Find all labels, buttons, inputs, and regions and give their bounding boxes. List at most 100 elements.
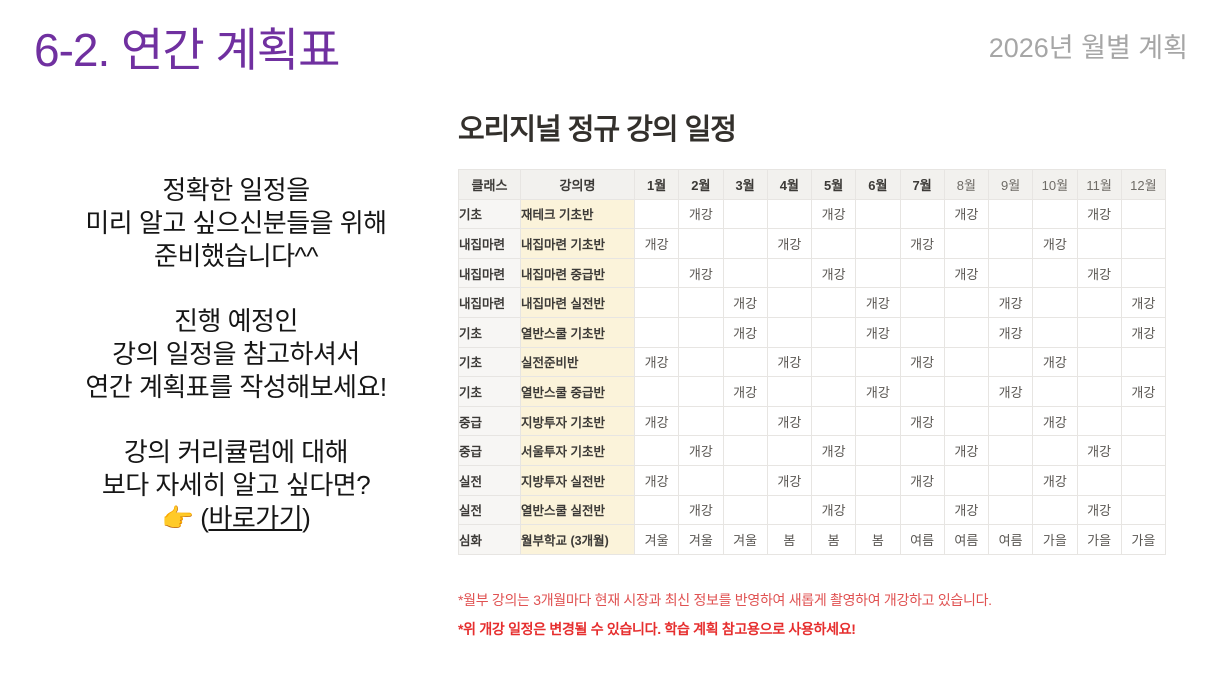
month-cell [810, 464, 857, 496]
month-cell [943, 405, 990, 437]
month-cell: 개강 [943, 494, 990, 526]
month-cell [1032, 376, 1078, 407]
month-cell: 개강 [855, 376, 901, 407]
month-cell [987, 346, 1034, 378]
month-cell: 개강 [633, 464, 680, 496]
month-cell: 봄 [766, 524, 813, 555]
text-line: 미리 알고 싶으신분들을 위해 [85, 208, 387, 238]
class-cell: 기초 [458, 376, 521, 407]
month-cell: 개강 [1076, 198, 1122, 230]
month-cell: 개강 [633, 405, 680, 437]
month-cell [722, 405, 768, 437]
month-cell [810, 346, 857, 378]
course-cell: 서울투자 기초반 [520, 435, 635, 466]
header-cell-month: 11월 [1076, 169, 1122, 200]
course-cell: 열반스쿨 중급반 [520, 376, 635, 407]
month-cell: 개강 [678, 494, 724, 526]
month-cell: 개강 [1032, 464, 1078, 496]
course-cell: 지방투자 기초반 [520, 405, 635, 437]
month-cell: 겨울 [722, 524, 768, 555]
month-cell [899, 287, 945, 318]
course-cell: 내집마련 기초반 [520, 228, 635, 259]
month-cell: 개강 [810, 494, 857, 526]
month-cell [810, 287, 857, 318]
header-cell-month: 7월 [899, 169, 945, 200]
shortcut-link[interactable]: 바로가기 [208, 503, 303, 533]
table-row: 심화 월부학교 (3개월) 겨울 겨울 겨울 봄 봄 봄 여름 여름 여름 가을 가을 가을 [458, 524, 1167, 555]
month-cell [766, 435, 813, 466]
intro-paragraph-1: 정확한 일정을 미리 알고 싶으신분들을 위해 준비했습니다^^ [16, 174, 456, 273]
month-cell [633, 376, 680, 407]
course-cell: 열반스쿨 실전반 [520, 494, 635, 526]
month-cell [1032, 316, 1078, 348]
text-line: 정확한 일정을 [162, 175, 310, 205]
intro-paragraph-3: 강의 커리큘럼에 대해 보다 자세히 알고 싶다면? 👉 (바로가기) [16, 436, 456, 535]
month-cell: 개강 [899, 464, 945, 496]
month-cell: 겨울 [678, 524, 724, 555]
text-line: 준비했습니다^^ [154, 241, 318, 271]
month-cell [633, 316, 680, 348]
class-cell: 기초 [458, 346, 521, 378]
month-cell: 봄 [810, 524, 857, 555]
month-cell: 개강 [766, 405, 813, 437]
month-cell: 개강 [899, 228, 945, 259]
header-cell-month: 9월 [987, 169, 1034, 200]
footnotes: *월부 강의는 3개월마다 현재 시장과 최신 정보를 반영하여 새롭게 촬영하… [458, 586, 992, 644]
month-cell: 개강 [1032, 405, 1078, 437]
course-cell: 실전준비반 [520, 346, 635, 378]
page-subtitle: 2026년 월별 계획 [988, 33, 1188, 63]
class-cell: 심화 [458, 524, 521, 555]
header-cell-class: 클래스 [458, 169, 521, 200]
month-cell [766, 316, 813, 348]
month-cell [855, 435, 901, 466]
month-cell: 개강 [943, 435, 990, 466]
cta-close-paren: ) [302, 503, 311, 533]
month-cell [1120, 346, 1167, 378]
intro-paragraph-2: 진행 예정인 강의 일정을 참고하셔서 연간 계획표를 작성해보세요! [16, 305, 456, 404]
month-cell [1032, 435, 1078, 466]
month-cell [678, 228, 724, 259]
month-cell [722, 346, 768, 378]
class-cell: 기초 [458, 316, 521, 348]
month-cell [1120, 435, 1167, 466]
month-cell [766, 198, 813, 230]
month-cell [678, 405, 724, 437]
month-cell [1120, 494, 1167, 526]
text-line: 강의 커리큘럼에 대해 [123, 437, 349, 467]
course-cell: 내집마련 중급반 [520, 257, 635, 289]
month-cell [678, 287, 724, 318]
month-cell [855, 228, 901, 259]
class-cell: 중급 [458, 435, 521, 466]
month-cell [855, 405, 901, 437]
month-cell [899, 257, 945, 289]
month-cell: 개강 [678, 435, 724, 466]
month-cell: 개강 [1032, 228, 1078, 259]
month-cell: 개강 [1032, 346, 1078, 378]
table-row: 중급 서울투자 기초반 개강 개강 개강 개강 [458, 435, 1167, 466]
month-cell [766, 287, 813, 318]
month-cell: 개강 [987, 376, 1034, 407]
schedule-title: 오리지널 정규 강의 일정 [458, 114, 737, 146]
table-row: 기초 실전준비반 개강 개강 개강 개강 [458, 346, 1167, 378]
month-cell: 개강 [1076, 494, 1122, 526]
month-cell [855, 464, 901, 496]
month-cell [678, 376, 724, 407]
intro-text-block: 정확한 일정을 미리 알고 싶으신분들을 위해 준비했습니다^^ 진행 예정인 강의 … [16, 174, 456, 535]
month-cell [899, 494, 945, 526]
header-cell-month: 8월 [943, 169, 990, 200]
month-cell [943, 346, 990, 378]
cta-open-paren: ( [193, 503, 209, 533]
month-cell: 개강 [766, 228, 813, 259]
header-cell-month: 10월 [1032, 169, 1078, 200]
month-cell [722, 228, 768, 259]
month-cell [899, 376, 945, 407]
month-cell [855, 494, 901, 526]
month-cell [1120, 405, 1167, 437]
month-cell: 봄 [855, 524, 901, 555]
header-cell-month: 4월 [766, 169, 813, 200]
month-cell [1120, 464, 1167, 496]
header-cell-month: 6월 [855, 169, 901, 200]
month-cell: 가을 [1120, 524, 1167, 555]
month-cell: 가을 [1076, 524, 1122, 555]
month-cell: 개강 [810, 435, 857, 466]
